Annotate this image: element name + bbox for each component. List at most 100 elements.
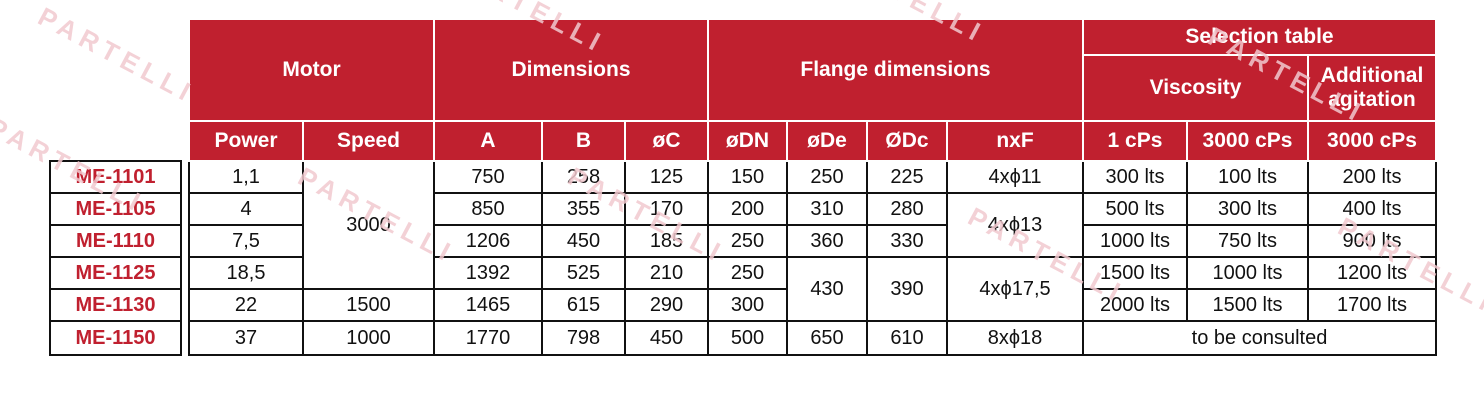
viscosity-1cps-value: 500 lts (1082, 192, 1188, 226)
power-value: 22 (188, 288, 304, 322)
viscosity-3000cps-value: 100 lts (1186, 160, 1309, 194)
row-gap (181, 161, 189, 193)
viscosity-3000cps-value: 1000 lts (1186, 256, 1309, 290)
power-value: 7,5 (188, 224, 304, 258)
dim-b-value: 355 (541, 192, 626, 226)
dim-b-value: 450 (541, 224, 626, 258)
flange-nxf-value: 4xϕ13 (946, 192, 1084, 258)
flange-nxf-value: 8xϕ18 (946, 320, 1084, 356)
speed-value: 1000 (302, 320, 435, 356)
dim-b-value: 615 (541, 288, 626, 322)
model-code: ME-1130 (49, 288, 182, 322)
header-blank (50, 19, 189, 121)
row-gap (181, 289, 189, 321)
viscosity-1cps-value: 2000 lts (1082, 288, 1188, 322)
model-code: ME-1105 (49, 192, 182, 226)
row-gap (181, 193, 189, 225)
flange-de-value: 250 (786, 160, 868, 194)
speed-value: 1500 (302, 288, 435, 322)
dim-b-value: 525 (541, 256, 626, 290)
dim-b-value: 798 (541, 320, 626, 356)
viscosity-3000cps-value: 1500 lts (1186, 288, 1309, 322)
col-b: B (541, 120, 626, 162)
table-row: ME-1101 1,1 3000 750 258 125 150 250 225… (49, 160, 1437, 290)
viscosity-1cps-value: 1500 lts (1082, 256, 1188, 290)
power-value: 37 (188, 320, 304, 356)
dim-c-value: 210 (624, 256, 709, 290)
dim-a-value: 1206 (433, 224, 543, 258)
row-gap (181, 225, 189, 257)
col-speed: Speed (302, 120, 435, 162)
model-code: ME-1110 (49, 224, 182, 258)
col-additional-3000cps: 3000 cPs (1307, 120, 1437, 162)
dim-c-value: 125 (624, 160, 709, 194)
speed-value: 3000 (302, 160, 435, 290)
additional-agitation-value: 200 lts (1307, 160, 1437, 194)
table-row: ME-1110 7,5 1206 450 185 250 360 330 100… (49, 224, 1437, 258)
flange-nxf-value: 4xϕ17,5 (946, 256, 1084, 322)
flange-dn-value: 250 (707, 224, 788, 258)
power-value: 4 (188, 192, 304, 226)
flange-dc-value: 390 (866, 256, 948, 322)
dim-a-value: 850 (433, 192, 543, 226)
header-flange-dimensions: Flange dimensions (707, 18, 1084, 122)
flange-dn-value: 200 (707, 192, 788, 226)
viscosity-3000cps-value: 750 lts (1186, 224, 1309, 258)
additional-agitation-value: 1700 lts (1307, 288, 1437, 322)
col-c: øC (624, 120, 709, 162)
flange-de-value: 650 (786, 320, 868, 356)
flange-dn-value: 500 (707, 320, 788, 356)
header-additional-agitation: Additional agitation (1307, 54, 1437, 122)
flange-dc-value: 610 (866, 320, 948, 356)
header-motor: Motor (188, 18, 435, 122)
additional-agitation-value: 900 lts (1307, 224, 1437, 258)
header-dimensions: Dimensions (433, 18, 709, 122)
dim-c-value: 170 (624, 192, 709, 226)
dim-c-value: 185 (624, 224, 709, 258)
col-viscosity-1cps: 1 cPs (1082, 120, 1188, 162)
table-row: ME-1130 22 1500 1465 615 290 300 2000 lt… (49, 288, 1437, 322)
additional-agitation-value: 400 lts (1307, 192, 1437, 226)
model-code: ME-1101 (49, 160, 182, 194)
viscosity-1cps-value: 300 lts (1082, 160, 1188, 194)
flange-dn-value: 300 (707, 288, 788, 322)
dim-a-value: 750 (433, 160, 543, 194)
flange-dn-value: 250 (707, 256, 788, 290)
header-selection-table: Selection table (1082, 18, 1437, 56)
row-gap (181, 257, 189, 289)
flange-dc-value: 225 (866, 160, 948, 194)
consult-note: to be consulted (1082, 320, 1437, 356)
col-nxf: nxF (946, 120, 1084, 162)
additional-agitation-value: 1200 lts (1307, 256, 1437, 290)
dim-c-value: 290 (624, 288, 709, 322)
flange-de-value: 430 (786, 256, 868, 322)
viscosity-3000cps-value: 300 lts (1186, 192, 1309, 226)
col-dc: ØDc (866, 120, 948, 162)
col-viscosity-3000cps: 3000 cPs (1186, 120, 1309, 162)
flange-dn-value: 150 (707, 160, 788, 194)
viscosity-1cps-value: 1000 lts (1082, 224, 1188, 258)
col-power: Power (188, 120, 304, 162)
dim-a-value: 1465 (433, 288, 543, 322)
table-row: ME-1150 37 1000 1770 798 450 500 650 610… (49, 320, 1437, 356)
row-gap (181, 321, 189, 355)
dim-c-value: 450 (624, 320, 709, 356)
flange-de-value: 310 (786, 192, 868, 226)
dim-a-value: 1392 (433, 256, 543, 290)
selection-table: Motor Dimensions Flange dimensions Selec… (49, 18, 1437, 356)
col-a: A (433, 120, 543, 162)
power-value: 1,1 (188, 160, 304, 194)
dim-b-value: 258 (541, 160, 626, 194)
power-value: 18,5 (188, 256, 304, 290)
model-code: ME-1125 (49, 256, 182, 290)
col-dn: øDN (707, 120, 788, 162)
model-code: ME-1150 (49, 320, 182, 356)
table-row: ME-1105 4 850 355 170 200 310 280 4xϕ13 … (49, 192, 1437, 258)
flange-dc-value: 330 (866, 224, 948, 258)
header-blank (50, 121, 189, 161)
header-viscosity: Viscosity (1082, 54, 1309, 122)
dim-a-value: 1770 (433, 320, 543, 356)
flange-de-value: 360 (786, 224, 868, 258)
table-row: ME-1125 18,5 1392 525 210 250 430 390 4x… (49, 256, 1437, 322)
flange-nxf-value: 4xϕ11 (946, 160, 1084, 194)
